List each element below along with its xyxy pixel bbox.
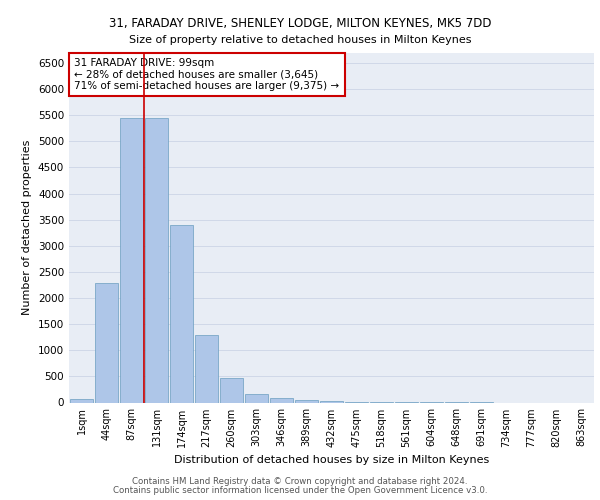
Bar — [70, 400, 93, 402]
Bar — [195, 334, 218, 402]
Bar — [120, 118, 143, 403]
Bar — [245, 394, 268, 402]
Text: 31 FARADAY DRIVE: 99sqm
← 28% of detached houses are smaller (3,645)
71% of semi: 31 FARADAY DRIVE: 99sqm ← 28% of detache… — [74, 58, 340, 91]
Bar — [270, 398, 293, 402]
Text: Contains HM Land Registry data © Crown copyright and database right 2024.: Contains HM Land Registry data © Crown c… — [132, 477, 468, 486]
Text: 31, FARADAY DRIVE, SHENLEY LODGE, MILTON KEYNES, MK5 7DD: 31, FARADAY DRIVE, SHENLEY LODGE, MILTON… — [109, 18, 491, 30]
Y-axis label: Number of detached properties: Number of detached properties — [22, 140, 32, 315]
Bar — [95, 284, 118, 403]
Bar — [220, 378, 243, 402]
Text: Contains public sector information licensed under the Open Government Licence v3: Contains public sector information licen… — [113, 486, 487, 495]
Bar — [295, 400, 318, 402]
Bar — [145, 118, 168, 403]
X-axis label: Distribution of detached houses by size in Milton Keynes: Distribution of detached houses by size … — [174, 455, 489, 465]
Text: Size of property relative to detached houses in Milton Keynes: Size of property relative to detached ho… — [129, 35, 471, 45]
Bar — [170, 225, 193, 402]
Bar — [320, 401, 343, 402]
